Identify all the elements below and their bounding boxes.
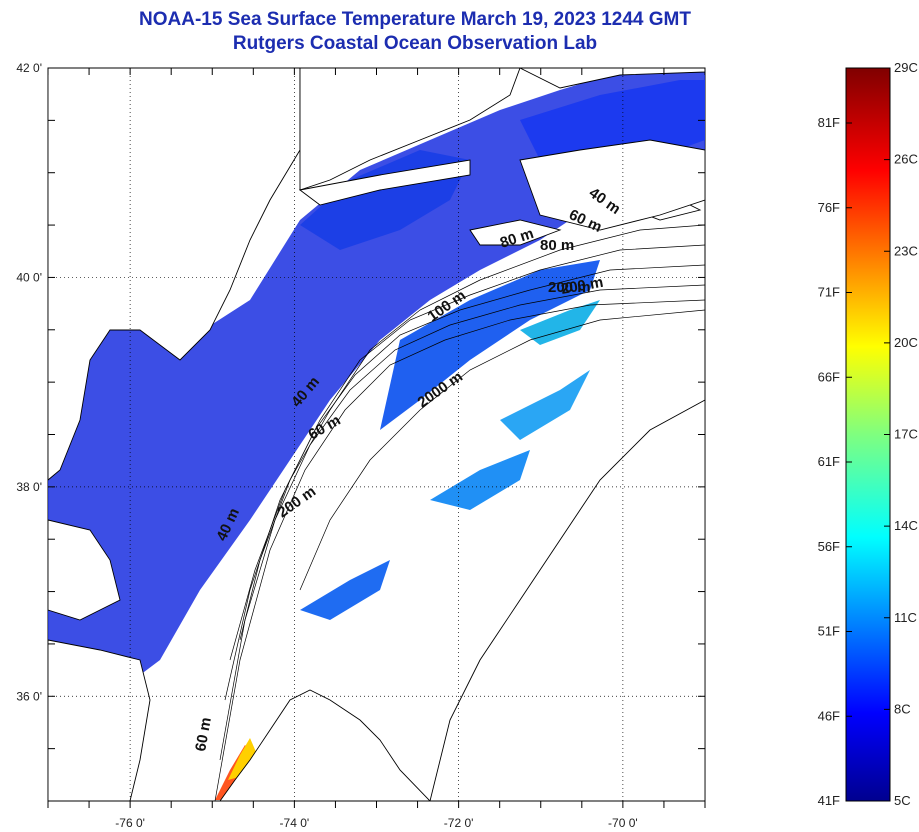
colorbar-fahrenheit-label: 76F xyxy=(818,200,840,215)
colorbar-fahrenheit-label: 81F xyxy=(818,115,840,130)
colorbar-celsius-labels: 29C 26C 23C 20C 17C 14C 11C 8C 5C xyxy=(884,60,918,808)
latitude-axis: 42 0' 40 0' 38 0' 36 0' xyxy=(16,61,705,802)
colorbar-fahrenheit-label: 71F xyxy=(818,285,840,300)
colorbar: 29C 26C 23C 20C 17C 14C 11C 8C 5C 81F 76F 71F 66F 61… xyxy=(818,60,918,808)
title-line-2: Rutgers Coastal Ocean Observation Lab xyxy=(232,33,598,54)
coastline xyxy=(48,68,705,801)
colorbar-celsius-label: 5C xyxy=(894,793,911,808)
lon-tick-label: -74 0' xyxy=(280,816,310,830)
colorbar-gradient xyxy=(845,67,891,802)
colorbar-fahrenheit-label: 56F xyxy=(818,539,840,554)
colorbar-celsius-label: 8C xyxy=(894,701,911,716)
colorbar-fahrenheit-labels: 81F 76F 71F 66F 61F 56F 51F 46F 41F xyxy=(818,115,852,808)
colorbar-celsius-label: 17C xyxy=(894,427,918,442)
lat-tick-label: 40 0' xyxy=(16,270,42,284)
colorbar-fahrenheit-label: 41F xyxy=(818,793,840,808)
map-title: NOAA-15 Sea Surface Temperature March 19… xyxy=(0,8,830,56)
depth-label-200m-north: 200 m xyxy=(548,279,591,296)
colorbar-fahrenheit-label: 61F xyxy=(818,454,840,469)
colorbar-fahrenheit-label: 46F xyxy=(818,708,840,723)
colorbar-celsius-label: 23C xyxy=(894,243,918,258)
lon-tick-label: -72 0' xyxy=(444,816,474,830)
lat-tick-label: 36 0' xyxy=(16,689,42,703)
title-line-1: NOAA-15 Sea Surface Temperature March 19… xyxy=(139,9,691,30)
colorbar-celsius-label: 11C xyxy=(894,610,917,625)
depth-label-80m-mid: 80 m xyxy=(540,237,574,254)
longitude-axis: -76 0' -74 0' -72 0' -70 0' xyxy=(47,68,706,830)
bathymetry-contours xyxy=(214,224,705,801)
lat-tick-label: 42 0' xyxy=(16,61,42,75)
depth-label-60m-south: 60 m xyxy=(192,716,215,753)
colorbar-celsius-label: 20C xyxy=(894,335,918,350)
lon-tick-label: -76 0' xyxy=(115,816,145,830)
colorbar-celsius-label: 14C xyxy=(894,518,918,533)
lat-tick-label: 38 0' xyxy=(16,480,42,494)
colorbar-fahrenheit-label: 51F xyxy=(818,624,840,639)
colorbar-fahrenheit-label: 66F xyxy=(818,369,840,384)
colorbar-celsius-label: 29C xyxy=(894,60,918,75)
lon-tick-label: -70 0' xyxy=(608,816,638,830)
colorbar-celsius-label: 26C xyxy=(894,152,918,167)
